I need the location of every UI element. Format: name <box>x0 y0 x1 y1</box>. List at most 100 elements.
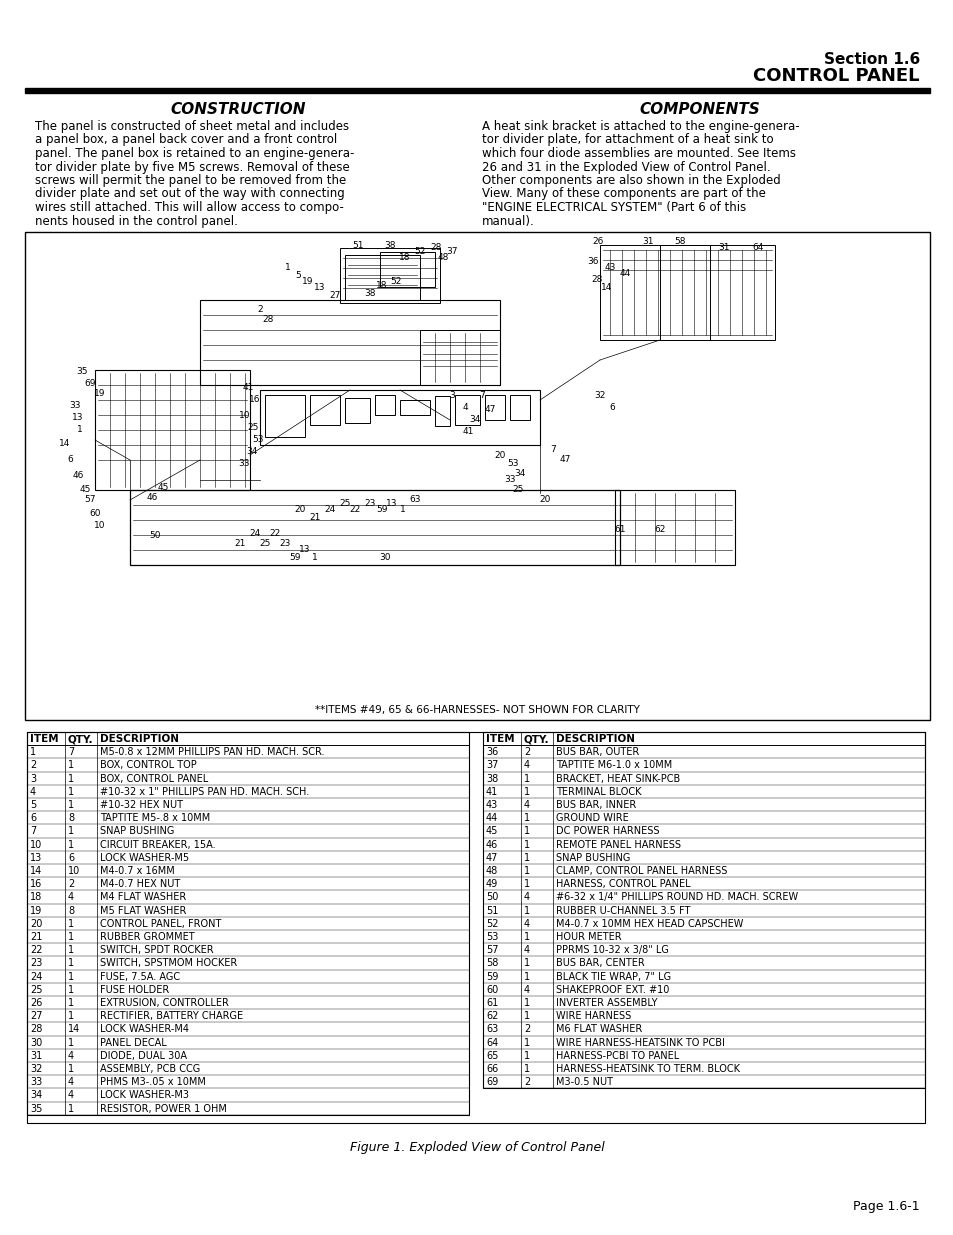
Text: 2: 2 <box>257 305 262 315</box>
Bar <box>339 248 439 303</box>
Text: 35: 35 <box>30 1104 42 1114</box>
Bar <box>25 88 929 93</box>
Text: 1: 1 <box>523 1065 530 1074</box>
Text: 25: 25 <box>247 422 258 431</box>
Text: The panel is constructed of sheet metal and includes: The panel is constructed of sheet metal … <box>35 120 349 133</box>
Text: wires still attached. This will allow access to compo-: wires still attached. This will allow ac… <box>35 201 343 214</box>
Text: 1: 1 <box>523 972 530 982</box>
Text: 27: 27 <box>30 1011 43 1021</box>
Text: 1: 1 <box>68 1011 74 1021</box>
Text: FUSE HOLDER: FUSE HOLDER <box>100 984 169 995</box>
Bar <box>659 245 709 340</box>
Text: 16: 16 <box>249 395 260 405</box>
Bar <box>130 490 619 564</box>
Text: 51: 51 <box>352 241 363 249</box>
Bar <box>265 395 305 437</box>
Text: 46: 46 <box>146 493 157 501</box>
Text: 1: 1 <box>523 866 530 876</box>
Text: 31: 31 <box>30 1051 42 1061</box>
Text: 10: 10 <box>68 866 80 876</box>
Text: 61: 61 <box>614 526 625 535</box>
Text: 32: 32 <box>30 1065 42 1074</box>
Text: DIODE, DUAL 30A: DIODE, DUAL 30A <box>100 1051 187 1061</box>
Text: "ENGINE ELECTRICAL SYSTEM" (Part 6 of this: "ENGINE ELECTRICAL SYSTEM" (Part 6 of th… <box>481 201 745 214</box>
Text: 1: 1 <box>523 813 530 824</box>
Text: SNAP BUSHING: SNAP BUSHING <box>556 853 630 863</box>
Text: 33: 33 <box>504 475 516 484</box>
Text: 62: 62 <box>654 526 665 535</box>
Text: 7: 7 <box>478 390 484 399</box>
Text: 43: 43 <box>485 800 497 810</box>
Bar <box>484 395 504 420</box>
Text: 1: 1 <box>312 552 317 562</box>
Text: 25: 25 <box>512 485 523 494</box>
Text: 1: 1 <box>68 932 74 942</box>
Text: 27: 27 <box>329 290 340 300</box>
Text: 24: 24 <box>249 529 260 537</box>
Text: 4: 4 <box>523 893 530 903</box>
Text: RESISTOR, POWER 1 OHM: RESISTOR, POWER 1 OHM <box>100 1104 227 1114</box>
Text: INVERTER ASSEMBLY: INVERTER ASSEMBLY <box>556 998 657 1008</box>
Text: HARNESS, CONTROL PANEL: HARNESS, CONTROL PANEL <box>556 879 690 889</box>
Text: 22: 22 <box>269 529 280 537</box>
Text: divider plate and set out of the way with connecting: divider plate and set out of the way wit… <box>35 188 344 200</box>
Text: Other components are also shown in the Exploded: Other components are also shown in the E… <box>481 174 780 186</box>
Text: CLAMP, CONTROL PANEL HARNESS: CLAMP, CONTROL PANEL HARNESS <box>556 866 726 876</box>
Bar <box>375 395 395 415</box>
Bar <box>27 732 924 1123</box>
Text: 14: 14 <box>600 284 612 293</box>
Text: CONTROL PANEL, FRONT: CONTROL PANEL, FRONT <box>100 919 221 929</box>
Text: 1: 1 <box>68 919 74 929</box>
Text: 2: 2 <box>30 761 36 771</box>
Text: SWITCH, SPSTMOM HOCKER: SWITCH, SPSTMOM HOCKER <box>100 958 237 968</box>
Text: 24: 24 <box>324 505 335 515</box>
Text: 61: 61 <box>485 998 497 1008</box>
Text: CIRCUIT BREAKER, 15A.: CIRCUIT BREAKER, 15A. <box>100 840 215 850</box>
Text: PHMS M3-.05 x 10MM: PHMS M3-.05 x 10MM <box>100 1077 206 1087</box>
Text: 18: 18 <box>375 280 387 289</box>
Text: 19: 19 <box>94 389 106 398</box>
Text: 1: 1 <box>68 972 74 982</box>
Text: 33: 33 <box>238 458 250 468</box>
Text: 7: 7 <box>68 747 74 757</box>
Text: 1: 1 <box>523 787 530 797</box>
Text: WIRE HARNESS-HEATSINK TO PCBI: WIRE HARNESS-HEATSINK TO PCBI <box>556 1037 724 1047</box>
Text: 21: 21 <box>309 513 320 521</box>
Text: 35: 35 <box>76 368 88 377</box>
Text: 14: 14 <box>68 1024 80 1035</box>
Text: 23: 23 <box>364 499 375 508</box>
Text: 1: 1 <box>523 1037 530 1047</box>
Text: which four diode assemblies are mounted. See Items: which four diode assemblies are mounted.… <box>481 147 795 161</box>
Text: 4: 4 <box>523 800 530 810</box>
Text: RUBBER GROMMET: RUBBER GROMMET <box>100 932 194 942</box>
Text: 6: 6 <box>30 813 36 824</box>
Bar <box>345 254 419 300</box>
Text: 1: 1 <box>68 840 74 850</box>
Text: 1: 1 <box>68 761 74 771</box>
Text: 41: 41 <box>462 427 474 436</box>
Text: COMPONENTS: COMPONENTS <box>639 103 760 117</box>
Text: 18: 18 <box>30 893 42 903</box>
Text: 33: 33 <box>30 1077 42 1087</box>
Text: 52: 52 <box>390 277 401 285</box>
Text: 1: 1 <box>68 945 74 955</box>
Text: 8: 8 <box>68 813 74 824</box>
Text: 45: 45 <box>157 483 169 493</box>
Text: 1: 1 <box>77 426 83 435</box>
Text: 1: 1 <box>523 879 530 889</box>
Text: 20: 20 <box>494 451 505 459</box>
Text: 21: 21 <box>30 932 42 942</box>
Text: WIRE HARNESS: WIRE HARNESS <box>556 1011 631 1021</box>
Text: 1: 1 <box>68 787 74 797</box>
Text: 25: 25 <box>259 538 271 547</box>
Text: **ITEMS #49, 65 & 66-HARNESSES- NOT SHOWN FOR CLARITY: **ITEMS #49, 65 & 66-HARNESSES- NOT SHOW… <box>314 705 639 715</box>
Text: 58: 58 <box>674 237 685 247</box>
Text: 64: 64 <box>752 243 763 252</box>
Bar <box>260 390 539 445</box>
Text: BOX, CONTROL TOP: BOX, CONTROL TOP <box>100 761 196 771</box>
Text: M5 FLAT WASHER: M5 FLAT WASHER <box>100 905 186 915</box>
Text: tor divider plate by five M5 screws. Removal of these: tor divider plate by five M5 screws. Rem… <box>35 161 350 173</box>
Text: BOX, CONTROL PANEL: BOX, CONTROL PANEL <box>100 773 208 783</box>
Text: 41: 41 <box>485 787 497 797</box>
Text: 1: 1 <box>523 1051 530 1061</box>
